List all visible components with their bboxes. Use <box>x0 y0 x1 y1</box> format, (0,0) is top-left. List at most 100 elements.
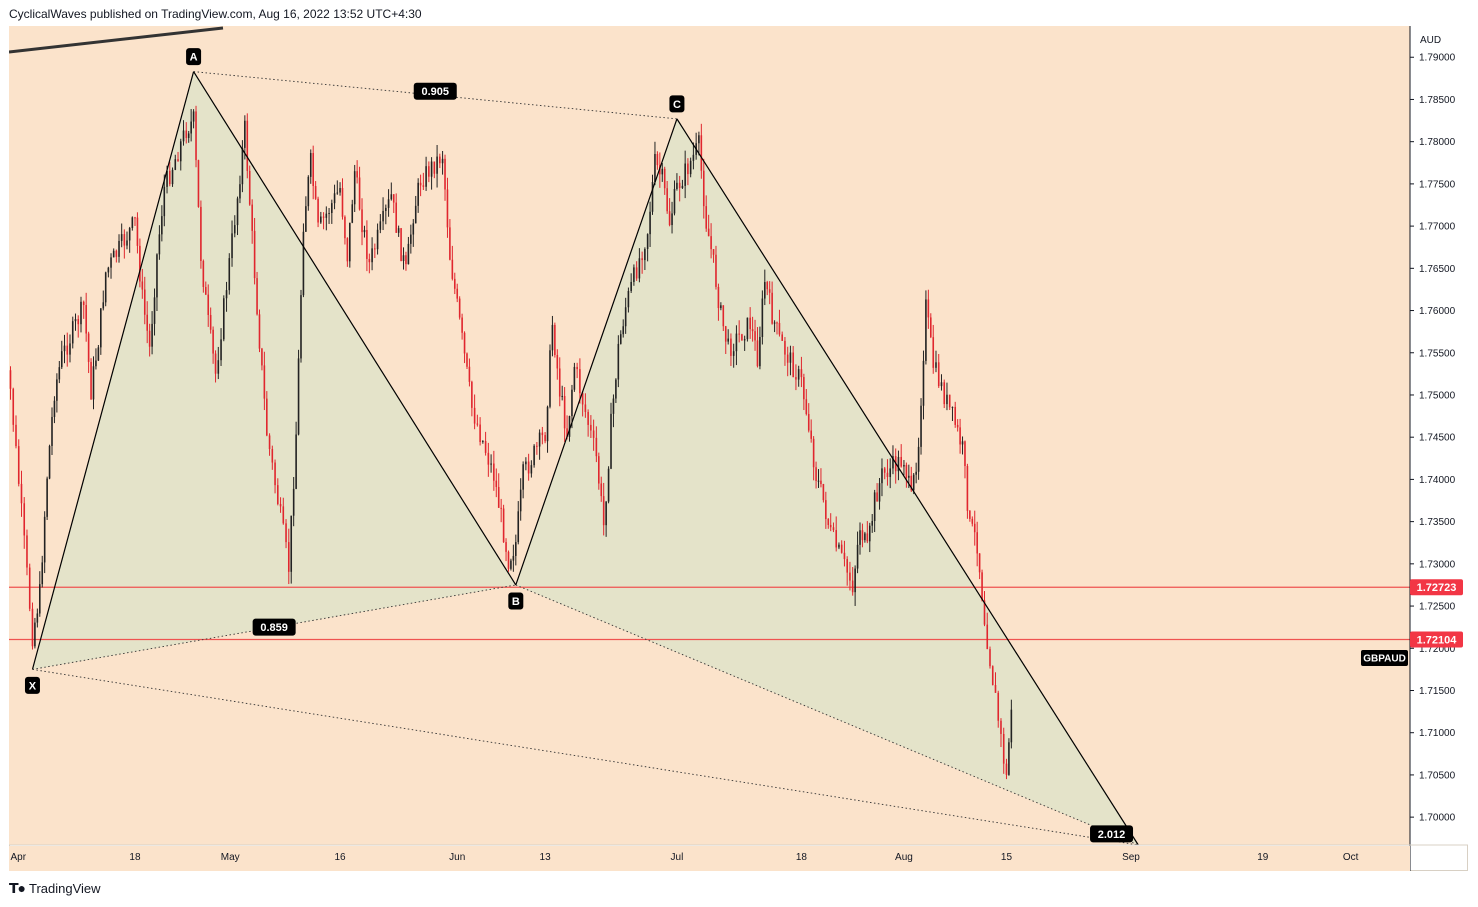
leg-cd <box>676 118 1139 846</box>
candle-body <box>981 572 983 601</box>
candle-body <box>274 462 276 486</box>
candle-body <box>622 326 625 335</box>
candle-body <box>1008 742 1010 775</box>
candle-body <box>792 352 794 378</box>
candle-body <box>612 398 615 414</box>
candle-body <box>630 281 632 291</box>
candle-body <box>861 530 864 541</box>
candle-body <box>417 182 419 206</box>
leg-ab <box>193 71 517 586</box>
candle-body <box>104 272 107 303</box>
candle-body <box>458 298 461 318</box>
x-tick-label: May <box>221 852 240 863</box>
candle-body <box>197 160 200 207</box>
y-tick-label: 1.78500 <box>1419 95 1456 106</box>
price-chart[interactable]: X A B C 0.859 0.905 2.012 AUD 1.79000 1.78500 1.7… <box>9 26 1468 871</box>
candle-body <box>177 159 179 162</box>
candle-body <box>892 456 894 469</box>
candle-body <box>994 685 997 693</box>
candle-body <box>517 511 520 543</box>
candle-body <box>376 229 379 250</box>
candle-body <box>463 332 466 354</box>
point-label-b[interactable]: B <box>508 592 524 610</box>
candle-body <box>527 461 530 474</box>
candle-body <box>479 424 481 442</box>
candle-body <box>428 166 430 177</box>
point-label-b-bg <box>508 592 524 610</box>
candle-body <box>889 468 892 478</box>
point-label-c[interactable]: C <box>669 95 685 113</box>
candle-body <box>451 259 454 279</box>
candle-body <box>810 430 812 439</box>
candle-body <box>649 211 651 235</box>
candle-body <box>174 159 177 170</box>
pattern-triangle-bcd <box>515 118 1139 846</box>
candle-body <box>87 333 90 362</box>
y-tick-label: 1.72000 <box>1419 644 1456 655</box>
candle-body <box>646 234 649 249</box>
candle-body <box>256 278 258 315</box>
candle-body <box>720 305 722 309</box>
tradingview-logo-icon: 𝗧● <box>9 880 26 896</box>
candle-body <box>292 488 295 516</box>
candle-body <box>156 254 158 298</box>
candle-body <box>554 324 556 355</box>
candle-body <box>735 333 738 352</box>
candle-body <box>66 345 69 355</box>
symbol-badge-text: GBPAUD <box>1363 654 1406 665</box>
candle-body <box>964 441 966 467</box>
candle-body <box>468 366 471 382</box>
candle-body <box>897 456 900 472</box>
candle-body <box>587 411 589 425</box>
candle-body <box>546 406 549 442</box>
trend-line[interactable] <box>9 26 224 54</box>
y-tick-label: 1.76500 <box>1419 264 1456 275</box>
footer: 𝗧● TradingView <box>9 880 101 897</box>
candle-body <box>23 503 26 536</box>
candle-body <box>722 305 725 327</box>
candle-body <box>414 205 417 224</box>
candle-body <box>717 286 720 309</box>
ratio-label-2-012[interactable]: 2.012 <box>1090 825 1134 843</box>
candle-body <box>661 168 664 175</box>
candle-body <box>617 343 620 380</box>
ratio-label-0-905-text: 0.905 <box>421 86 449 98</box>
candle-body <box>9 370 12 389</box>
candle-body <box>36 613 39 623</box>
point-label-a[interactable]: A <box>186 48 202 66</box>
candle-body <box>871 520 874 526</box>
candle-body <box>207 294 210 316</box>
candle-body <box>231 233 233 259</box>
candle-body <box>864 533 866 541</box>
candle-body <box>771 292 773 324</box>
candle-body <box>851 580 854 593</box>
candle-body <box>456 288 459 299</box>
candle-body <box>228 258 231 291</box>
candle-body <box>493 463 495 481</box>
ratio-line-ac <box>193 71 677 120</box>
ratio-label-0-859[interactable]: 0.859 <box>252 618 296 636</box>
candle-body <box>692 154 695 161</box>
price-axis-background <box>1410 26 1468 845</box>
candle-body <box>800 369 803 378</box>
candle-body <box>17 446 20 484</box>
candle-body <box>126 240 128 246</box>
candle-body <box>344 216 346 239</box>
candle-body <box>320 216 322 223</box>
candle-body <box>97 347 100 361</box>
candle-body <box>536 445 538 447</box>
candle-body <box>522 464 524 490</box>
candle-body <box>220 339 222 361</box>
candle-body <box>727 338 729 342</box>
price-level-badge-bg <box>1410 631 1463 648</box>
candle-body <box>876 492 878 502</box>
candle-body <box>300 295 302 359</box>
point-label-x[interactable]: X <box>24 676 40 694</box>
candle-body <box>656 154 659 166</box>
ratio-label-0-905[interactable]: 0.905 <box>413 82 457 100</box>
candle-body <box>266 398 268 436</box>
candle-body <box>986 624 989 650</box>
candle-body <box>371 248 373 263</box>
candle-body <box>158 234 161 255</box>
candle-body <box>829 524 832 528</box>
